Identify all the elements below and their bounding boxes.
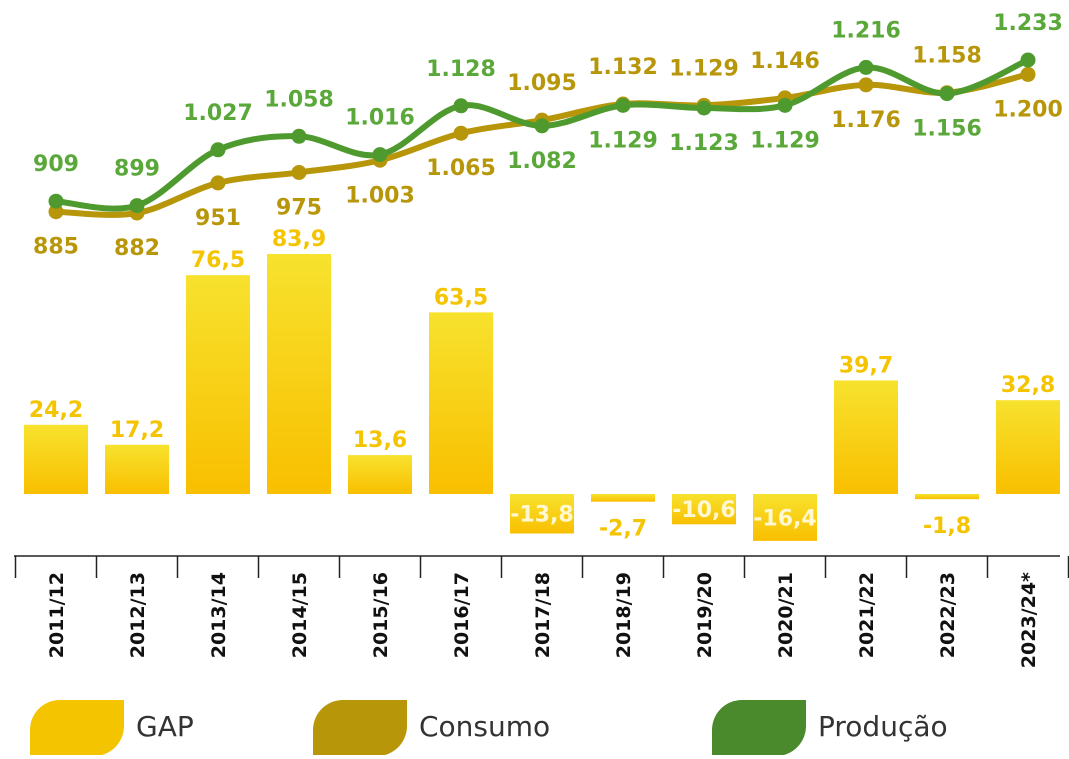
legend-swatch [313, 700, 407, 756]
point [858, 77, 874, 93]
bar [267, 254, 331, 494]
data-label: 899 [114, 157, 160, 182]
point [210, 175, 226, 191]
point [453, 98, 469, 114]
x-tick-label: 2022/23 [937, 572, 959, 658]
data-label: 1.003 [345, 183, 415, 208]
point [291, 164, 307, 180]
data-label: 13,6 [353, 428, 407, 453]
data-label: 32,8 [1001, 373, 1055, 398]
x-tick-label: 2015/16 [370, 572, 392, 658]
bar [672, 494, 736, 525]
data-label: 1.176 [831, 108, 901, 133]
bar [996, 400, 1060, 494]
point [1020, 66, 1036, 82]
point [210, 142, 226, 158]
data-label: 1.156 [912, 117, 982, 142]
bar [429, 312, 493, 494]
legend-label: Consumo [419, 710, 550, 743]
bar [510, 494, 574, 534]
point [696, 100, 712, 116]
data-label: 1.129 [669, 56, 739, 81]
point [48, 193, 64, 209]
point [1020, 52, 1036, 68]
x-tick-label: 2021/22 [856, 572, 878, 658]
bar [24, 424, 88, 494]
data-label: 1.132 [588, 55, 658, 80]
data-label: 1.233 [993, 11, 1063, 36]
data-label: -1,8 [923, 514, 971, 539]
data-label: 1.082 [507, 149, 577, 174]
legend-swatch [30, 700, 124, 756]
legend-swatch [712, 700, 806, 756]
x-tick-label: 2018/19 [613, 572, 635, 658]
point [453, 125, 469, 141]
data-label: -2,7 [599, 517, 647, 542]
data-label: -10,6 [672, 498, 735, 523]
data-label: 1.123 [669, 131, 739, 156]
data-label: -16,4 [753, 506, 816, 531]
point [615, 97, 631, 113]
data-label: 1.158 [912, 44, 982, 69]
data-label: 1.016 [345, 106, 415, 131]
data-label: -13,8 [510, 503, 573, 528]
point [777, 97, 793, 113]
legend-label: Produção [818, 710, 948, 743]
legend-label: GAP [136, 710, 194, 743]
data-label: 909 [33, 152, 79, 177]
data-label: 1.095 [507, 71, 577, 96]
data-label: 1.058 [264, 87, 334, 112]
point [291, 128, 307, 144]
bar [834, 380, 898, 494]
data-label: 975 [276, 195, 322, 220]
data-label: 76,5 [191, 248, 245, 273]
point [939, 86, 955, 102]
x-tick-label: 2014/15 [289, 572, 311, 658]
bar [105, 444, 169, 494]
point [534, 118, 550, 134]
data-label: 24,2 [29, 398, 83, 423]
data-label: 1.216 [831, 18, 901, 43]
bar [348, 455, 412, 494]
bar [753, 494, 817, 541]
x-tick-label: 2013/14 [208, 572, 230, 658]
data-label: 882 [114, 236, 160, 261]
bar [591, 494, 655, 502]
data-label: 1.129 [588, 128, 658, 153]
data-label: 885 [33, 235, 79, 260]
bar [915, 494, 979, 500]
data-label: 1.027 [183, 101, 253, 126]
data-label: 63,5 [434, 285, 488, 310]
data-label: 1.200 [993, 97, 1063, 122]
x-tick-label: 2020/21 [775, 572, 797, 658]
x-tick-label: 2016/17 [451, 572, 473, 658]
data-label: 1.128 [426, 57, 496, 82]
x-tick-label: 2011/12 [46, 572, 68, 658]
data-label: 17,2 [110, 418, 164, 443]
point [129, 198, 145, 214]
data-label: 1.146 [750, 49, 820, 74]
x-tick-label: 2012/13 [127, 572, 149, 658]
x-tick-label: 2019/20 [694, 572, 716, 658]
data-label: 951 [195, 206, 241, 231]
point [858, 59, 874, 75]
point [372, 147, 388, 163]
point [48, 204, 64, 220]
bar [186, 275, 250, 494]
data-label: 39,7 [839, 353, 893, 378]
x-tick-label: 2017/18 [532, 572, 554, 658]
x-tick-label: 2023/24* [1018, 572, 1040, 668]
data-label: 1.129 [750, 128, 820, 153]
data-label: 83,9 [272, 227, 326, 252]
data-label: 1.065 [426, 156, 496, 181]
